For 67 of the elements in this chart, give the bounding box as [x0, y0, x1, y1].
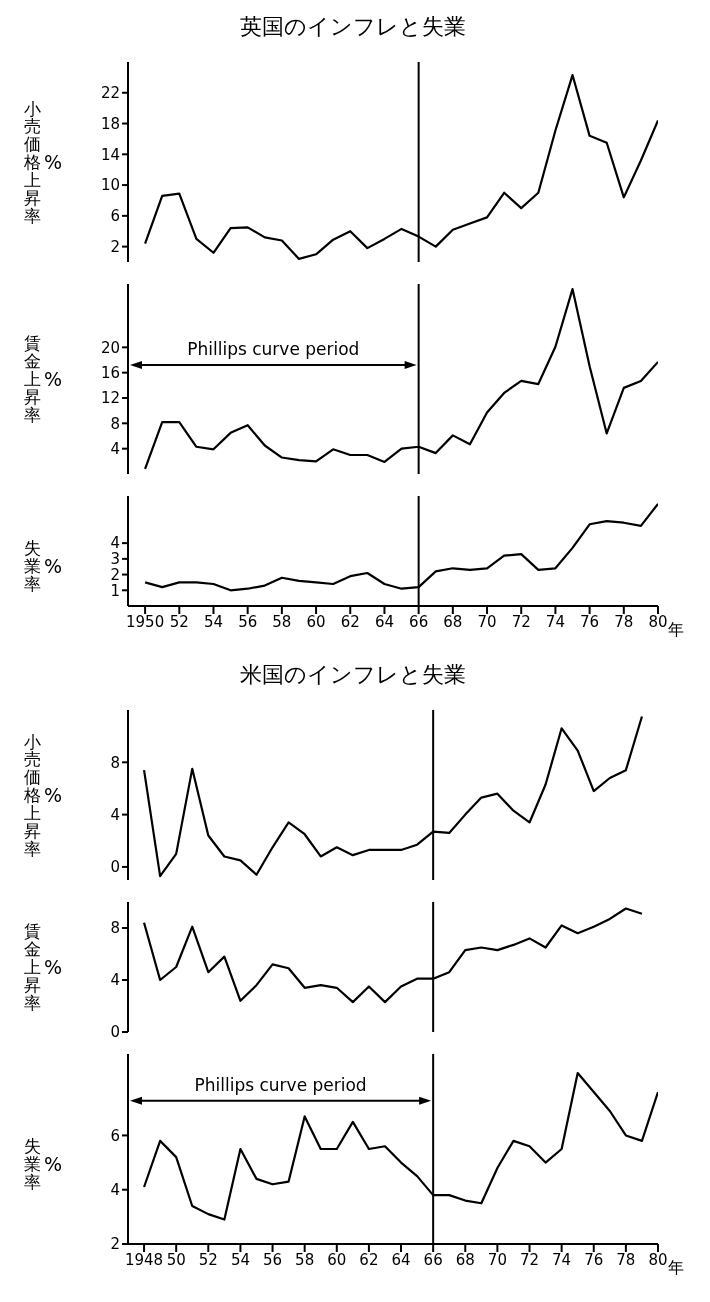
annotation: Phillips curve period [187, 339, 360, 359]
x-tick-label: 74 [552, 1250, 572, 1269]
x-tick-label: 72 [519, 1250, 540, 1269]
x-tick-label: 52 [198, 1250, 218, 1269]
x-tick-label: 76 [584, 1250, 604, 1269]
x-tick-label: 62 [359, 1250, 379, 1269]
x-tick-label: 62 [340, 612, 360, 631]
y-tick-label: 6 [110, 1126, 120, 1145]
x-axis-title: 年 [668, 1257, 684, 1277]
y-axis-title: 賃金上昇率 % [23, 333, 63, 425]
y-tick-label: 0 [110, 1023, 120, 1042]
chart-title: 米国のインフレと失業 [239, 661, 467, 689]
x-tick-label: 74 [545, 612, 565, 631]
x-tick-label: 78 [614, 612, 634, 631]
y-axis-title: 失業率 % [23, 538, 63, 594]
x-tick-label: 54 [230, 1250, 250, 1269]
y-tick-label: 14 [100, 145, 120, 164]
y-tick-label: 2 [110, 1235, 120, 1254]
x-tick-label: 58 [272, 612, 292, 631]
text: 小売価格上昇率 % [23, 731, 63, 859]
x-tick-label: 68 [443, 612, 463, 631]
x-tick-label: 60 [327, 1250, 347, 1269]
x-tick-label: 68 [455, 1250, 475, 1269]
y-tick-label: 4 [110, 439, 120, 458]
x-tick-label: 78 [616, 1250, 636, 1269]
x-tick-label: 56 [238, 612, 258, 631]
x-tick-label: 64 [391, 1250, 411, 1269]
y-tick-label: 4 [110, 534, 120, 553]
y-axis-title: 賃金上昇率 % [23, 921, 63, 1013]
y-tick-label: 10 [100, 176, 120, 195]
annotation: Phillips curve period [194, 1074, 367, 1095]
y-tick-label: 4 [110, 971, 120, 990]
text: 小売価格上昇率 % [23, 98, 63, 226]
x-tick-label: 50 [166, 1250, 186, 1269]
chart-title: 英国のインフレと失業 [239, 13, 467, 41]
y-tick-label: 2 [110, 237, 120, 256]
x-tick-label: 72 [511, 612, 531, 631]
x-tick-label: 1948 [124, 1250, 164, 1269]
x-tick-label: 1950 [126, 612, 165, 631]
x-axis-title: 年 [668, 619, 684, 639]
y-axis-title: 失業率 % [23, 1136, 63, 1192]
y-tick-label: 18 [100, 114, 120, 133]
x-tick-label: 58 [295, 1250, 315, 1269]
y-tick-label: 8 [110, 753, 120, 772]
x-tick-label: 60 [306, 612, 326, 631]
x-tick-label: 56 [263, 1250, 283, 1269]
x-tick-label: 54 [203, 612, 224, 631]
y-tick-label: 8 [110, 919, 120, 938]
y-tick-label: 4 [110, 805, 120, 824]
x-tick-label: 64 [374, 612, 394, 631]
x-tick-label: 66 [409, 612, 429, 631]
x-tick-label: 76 [580, 612, 600, 631]
x-tick-label: 70 [487, 1250, 507, 1269]
y-tick-label: 12 [100, 389, 120, 408]
y-tick-label: 0 [110, 858, 120, 877]
x-tick-label: 80 [648, 1250, 668, 1269]
y-tick-label: 16 [100, 363, 120, 382]
x-tick-label: 80 [648, 612, 668, 631]
y-tick-label: 22 [100, 84, 120, 103]
x-tick-label: 70 [477, 612, 497, 631]
y-tick-label: 4 [110, 1181, 120, 1200]
x-tick-label: 52 [169, 612, 189, 631]
y-tick-label: 20 [100, 338, 120, 357]
y-tick-label: 6 [110, 207, 120, 226]
x-tick-label: 66 [423, 1250, 443, 1269]
y-tick-label: 8 [110, 414, 120, 433]
y-tick-label: 1 [110, 581, 120, 600]
